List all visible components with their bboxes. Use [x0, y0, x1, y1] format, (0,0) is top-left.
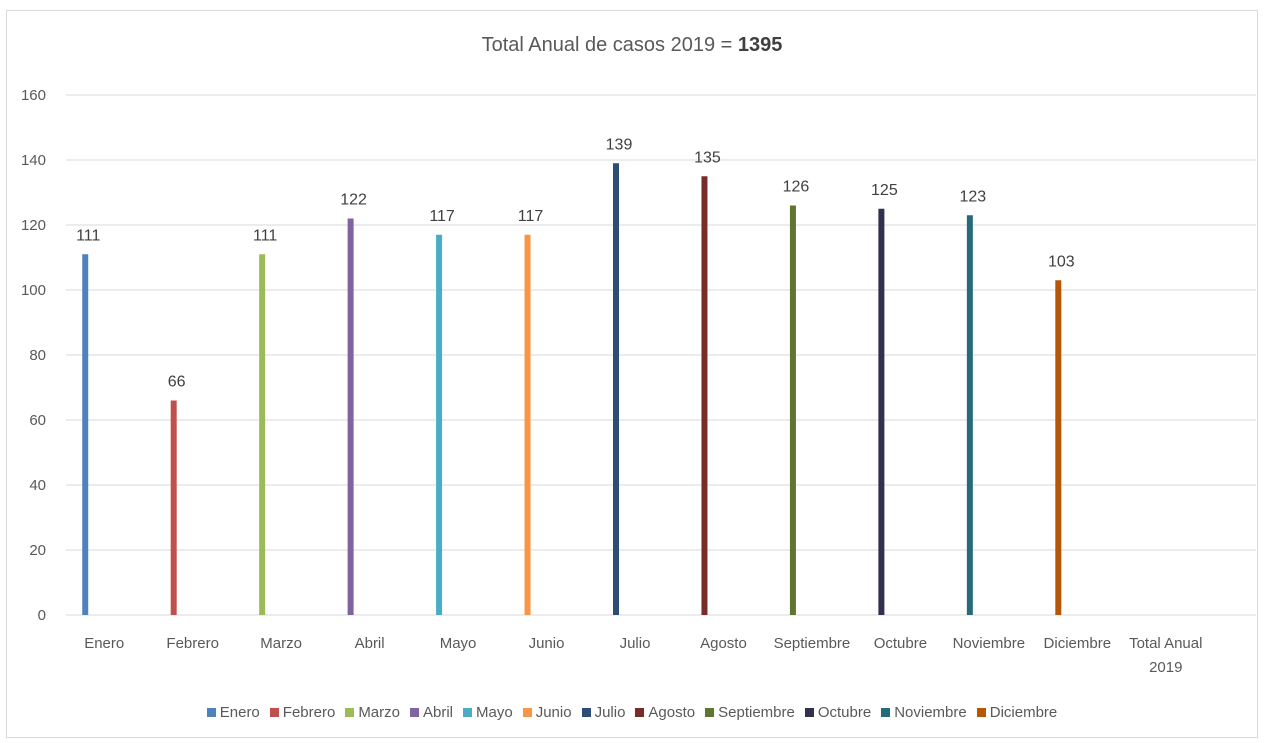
bar-junio: [524, 234, 531, 615]
x-tick-label: Junio: [529, 635, 565, 652]
legend-item-enero: Enero: [206, 704, 260, 721]
legend-swatch: [581, 708, 591, 717]
legend-label: Mayo: [476, 704, 513, 721]
y-tick-label: 40: [29, 477, 46, 494]
data-label: 126: [783, 179, 810, 196]
x-tick-label: Enero: [84, 635, 124, 652]
legend-item-noviembre: Noviembre: [881, 704, 967, 721]
bar-diciembre: [1055, 280, 1062, 615]
legend-label: Enero: [219, 704, 260, 721]
legend-label: Diciembre: [989, 704, 1058, 721]
data-label: 103: [1048, 253, 1075, 270]
x-tick-label: Octubre: [874, 635, 927, 652]
x-tick-label: Febrero: [166, 635, 219, 652]
legend-swatch: [206, 708, 216, 717]
x-tick-label: Diciembre: [1044, 635, 1112, 652]
legend-item-marzo: Marzo: [345, 704, 400, 721]
data-label: 111: [253, 227, 277, 244]
y-tick-label: 20: [29, 542, 46, 559]
legend-item-junio: Junio: [522, 704, 572, 721]
legend-swatch: [976, 708, 986, 717]
bar-septiembre: [789, 205, 796, 615]
y-tick-label: 80: [29, 347, 46, 364]
bar-febrero: [170, 400, 177, 615]
data-label: 66: [168, 374, 186, 391]
legend-label: Marzo: [358, 704, 400, 721]
legend-swatch: [635, 708, 645, 717]
legend-swatch: [881, 708, 891, 717]
legend-label: Octubre: [817, 704, 872, 721]
legend-item-agosto: Agosto: [635, 704, 695, 721]
chart-frame: [6, 10, 1258, 738]
legend-swatch: [269, 708, 279, 717]
legend-item-diciembre: Diciembre: [976, 704, 1058, 721]
chart-title: Total Anual de casos 2019 = 1395: [0, 34, 1264, 57]
y-tick-label: 140: [21, 152, 46, 169]
legend-label: Noviembre: [894, 704, 967, 721]
x-tick-label: 2019: [1149, 659, 1182, 676]
data-label: 122: [340, 192, 367, 209]
y-tick-label: 0: [38, 607, 46, 624]
legend-label: Abril: [423, 704, 454, 721]
y-tick-label: 120: [21, 217, 46, 234]
data-label: 123: [959, 188, 986, 205]
y-tick-label: 160: [21, 87, 46, 104]
bar-noviembre: [966, 215, 973, 615]
legend-swatch: [410, 708, 419, 717]
legend-label: Septiembre: [718, 704, 795, 721]
x-tick-label: Marzo: [260, 635, 302, 652]
data-label: 139: [606, 136, 633, 153]
data-label: 117: [429, 208, 455, 225]
bar-abril: [347, 218, 354, 615]
x-tick-label: Mayo: [440, 635, 477, 652]
bar-marzo: [259, 254, 266, 615]
bar-enero: [82, 254, 89, 615]
legend-item-julio: Julio: [581, 704, 626, 721]
legend-item-octubre: Octubre: [804, 704, 872, 721]
legend-swatch: [522, 708, 532, 717]
data-label: 125: [871, 182, 898, 199]
legend-label: Febrero: [282, 704, 336, 721]
bar-agosto: [701, 176, 708, 615]
x-tick-label: Noviembre: [953, 635, 1026, 652]
legend-swatch: [705, 708, 715, 717]
x-tick-label: Total Anual: [1129, 635, 1202, 652]
y-tick-label: 60: [29, 412, 46, 429]
legend-item-septiembre: Septiembre: [705, 704, 795, 721]
x-tick-label: Julio: [620, 635, 651, 652]
legend-swatch: [345, 708, 355, 717]
legend-label: Julio: [594, 704, 626, 721]
data-label: 117: [518, 208, 544, 225]
x-tick-label: Agosto: [700, 635, 747, 652]
data-label: 135: [694, 149, 721, 166]
chart-title-text: Total Anual de casos 2019 =: [481, 34, 738, 56]
legend-label: Junio: [535, 704, 572, 721]
legend-swatch: [804, 708, 814, 717]
bar-mayo: [436, 234, 443, 615]
legend-item-febrero: Febrero: [269, 704, 336, 721]
legend-swatch: [463, 708, 473, 717]
bar-octubre: [878, 208, 885, 615]
y-tick-label: 100: [21, 282, 46, 299]
legend: Enero Febrero Marzo Abril Mayo Junio Julio Agos…: [0, 704, 1264, 721]
x-tick-label: Abril: [355, 635, 385, 652]
chart-title-total: 1395: [737, 34, 783, 56]
data-label: 111: [76, 227, 100, 244]
legend-label: Agosto: [648, 704, 696, 721]
legend-item-abril: Abril: [410, 704, 453, 721]
legend-item-mayo: Mayo: [463, 704, 513, 721]
bar-julio: [613, 163, 619, 615]
x-tick-label: Septiembre: [774, 635, 851, 652]
